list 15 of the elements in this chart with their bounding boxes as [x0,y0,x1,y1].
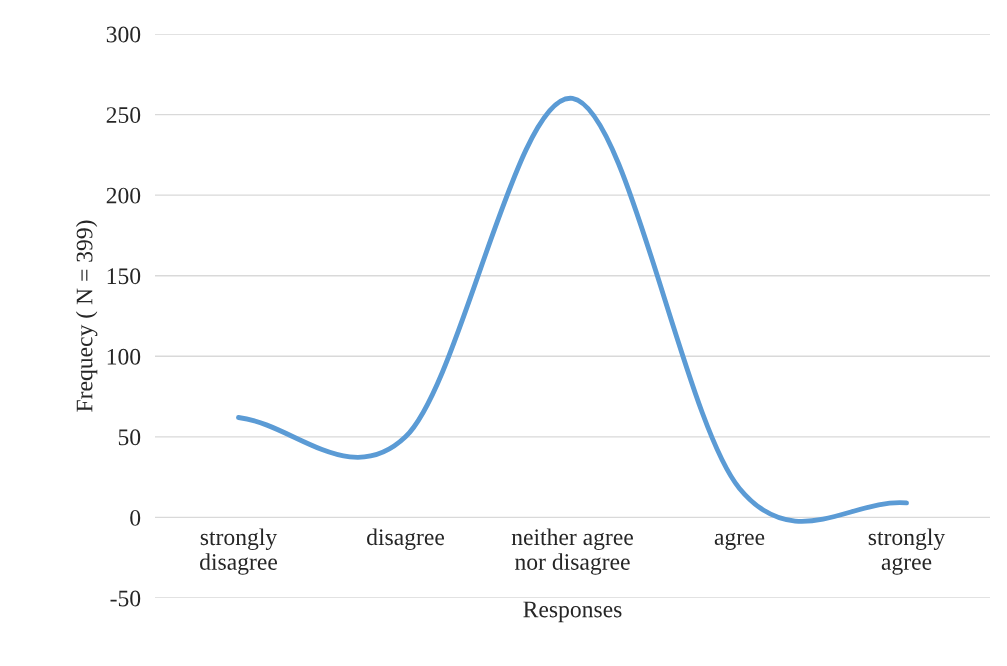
x-tick-label: strongly agree [868,528,946,575]
y-axis-title: Frequecy ( N = 399) [75,220,98,412]
y-tick-label: 200 [106,187,141,204]
y-tick-label: 50 [118,429,141,446]
x-tick-label: strongly disagree [200,528,278,575]
x-tick-label: neither agree nor disagree [511,528,633,575]
y-tick-label: 300 [106,26,141,43]
x-tick-label: disagree [367,528,445,551]
y-tick-label: 0 [130,509,141,526]
y-tick-label: 250 [106,107,141,123]
y-tick-label: -50 [110,590,141,607]
y-tick-label: 150 [107,268,141,285]
x-tick-label: agree [714,532,765,550]
x-axis-title: Responses [523,601,622,623]
y-tick-label: 100 [107,348,141,365]
